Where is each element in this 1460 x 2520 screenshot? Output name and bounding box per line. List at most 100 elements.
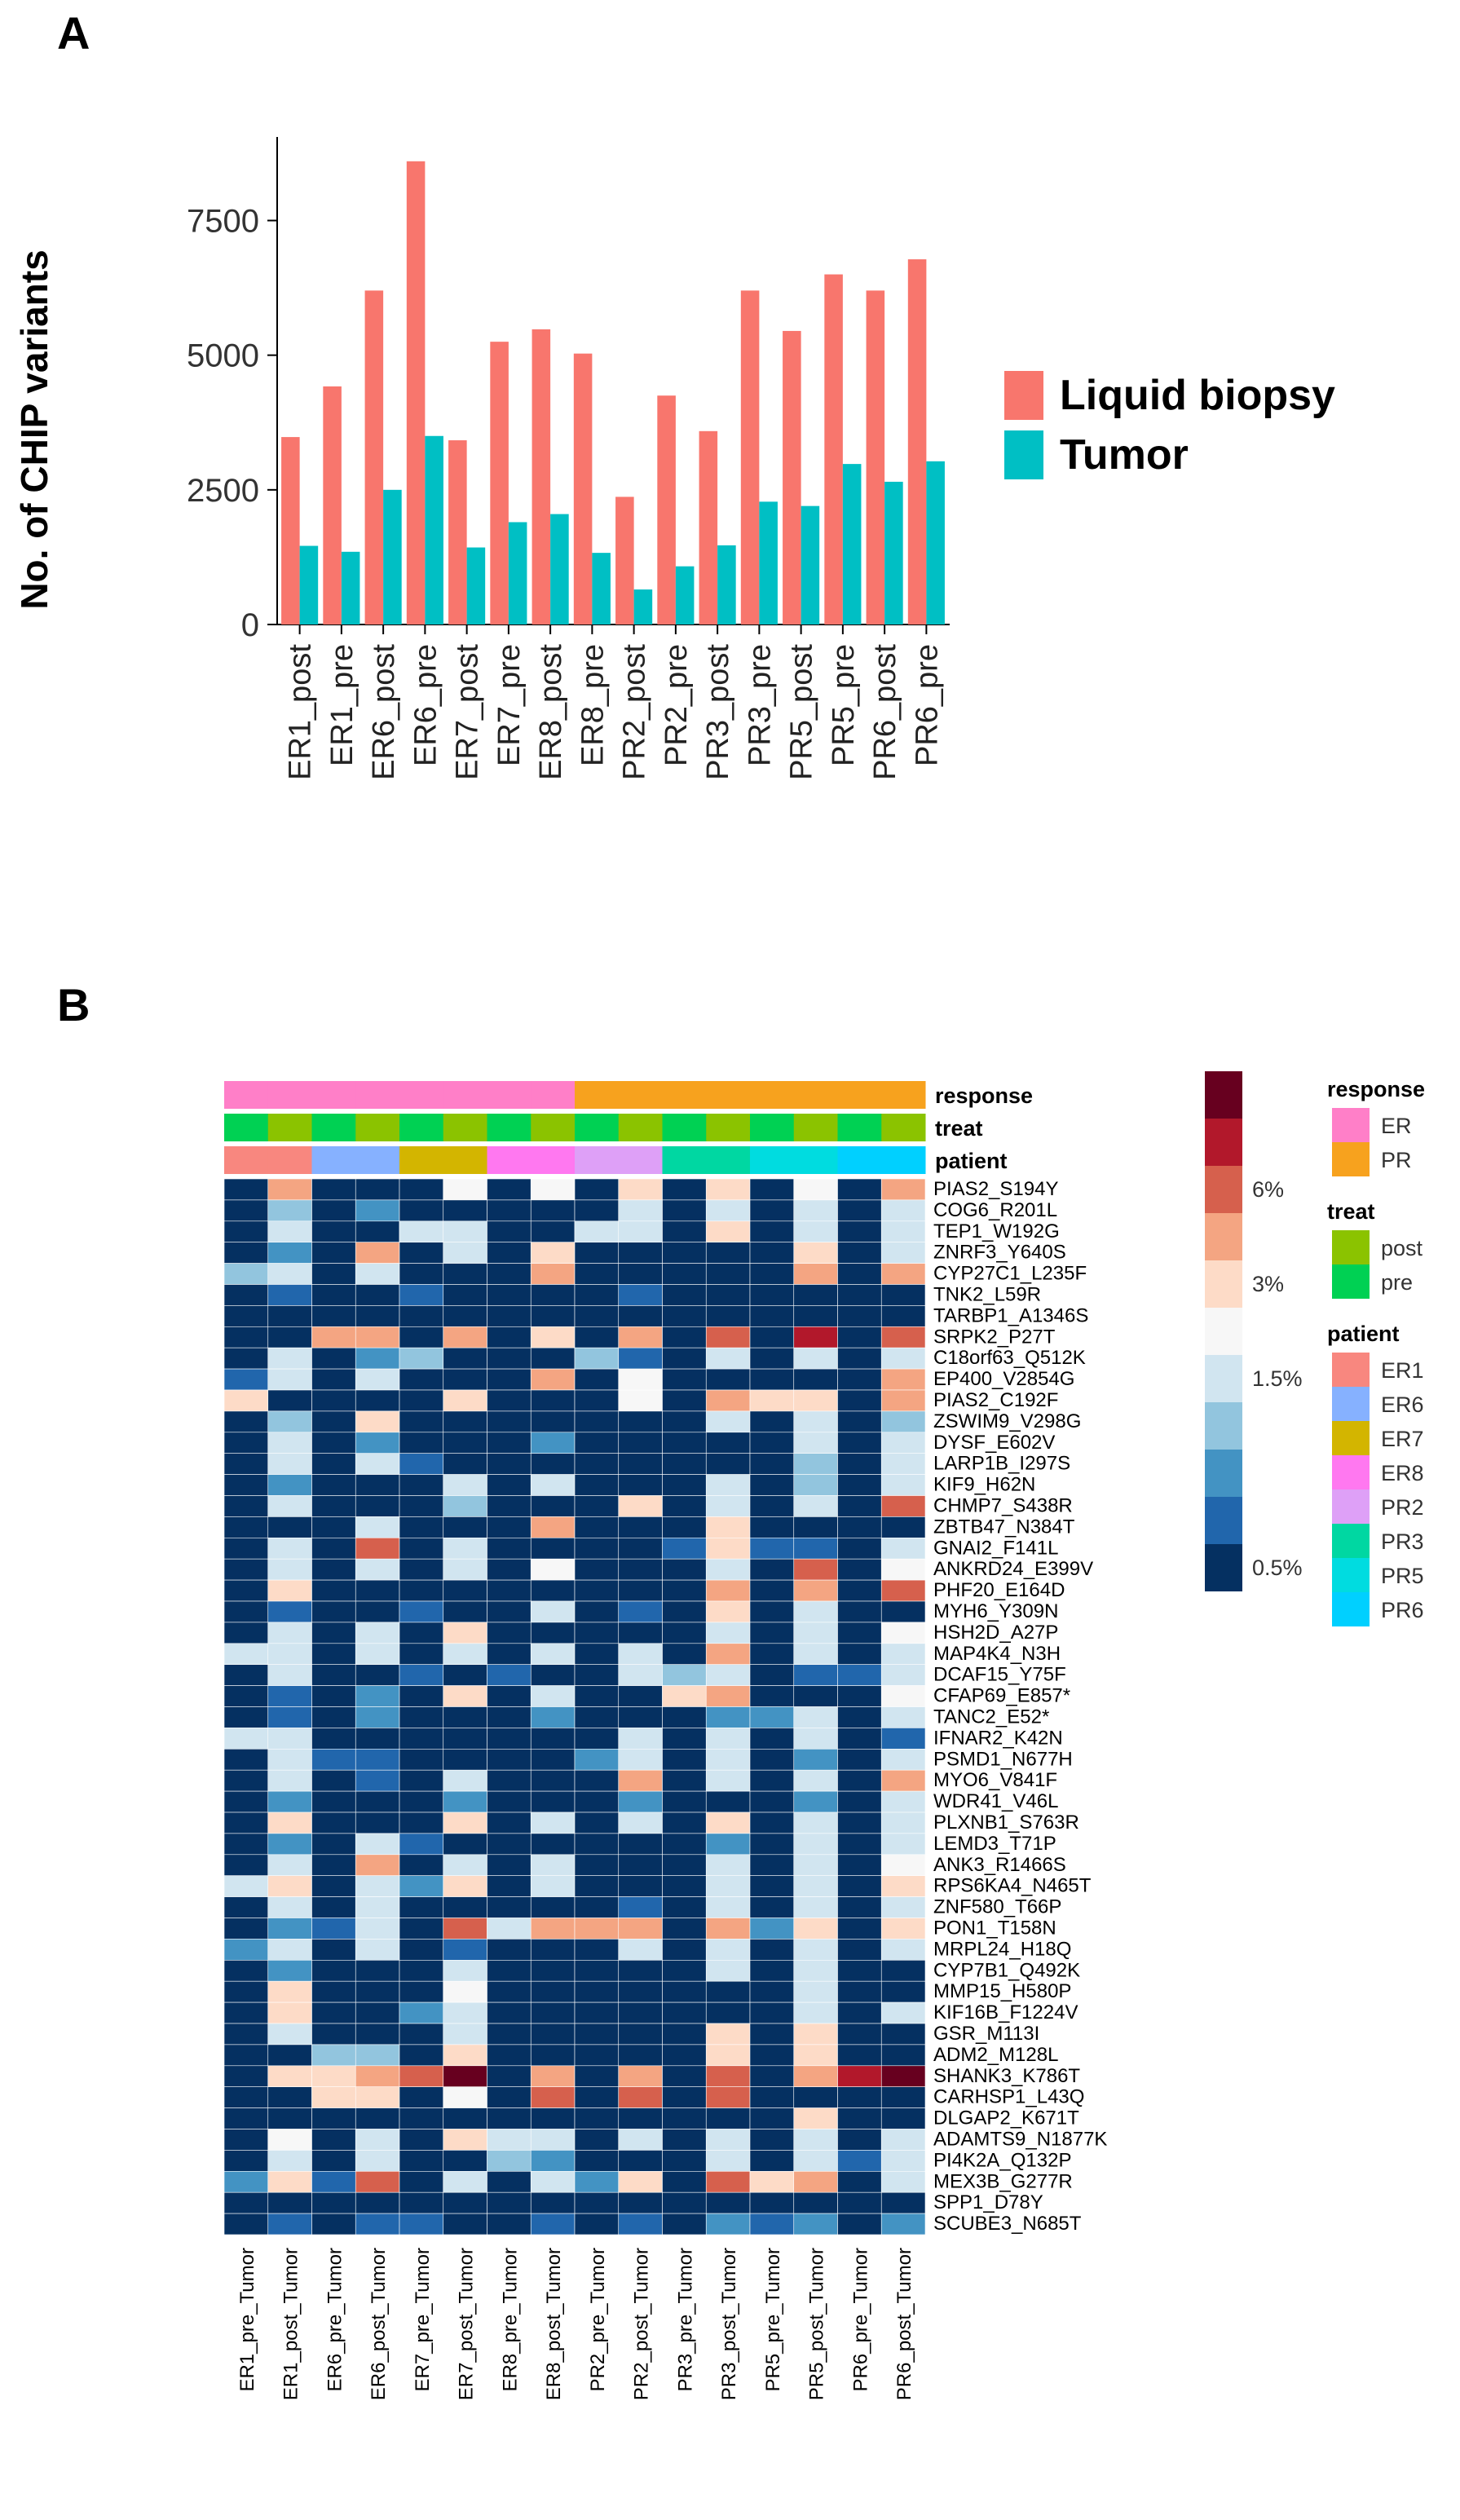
- heatmap-cell: [793, 1453, 838, 1475]
- heatmap-cell: [530, 1242, 576, 1264]
- heatmap-cell: [223, 1622, 269, 1644]
- bar-tumor-PR5_post: [801, 505, 820, 624]
- heatmap-cell: [618, 1769, 663, 1792]
- heatmap-cell: [355, 1664, 400, 1686]
- heatmap-cell: [662, 1980, 707, 2003]
- heatmap-cell: [880, 2213, 926, 2235]
- heatmap-cell: [880, 1685, 926, 1707]
- heatmap-cell: [574, 1749, 620, 1771]
- heatmap-cell: [487, 1749, 532, 1771]
- legend-swatch-er8: [1332, 1455, 1370, 1489]
- heatmap-cell: [793, 2001, 838, 2024]
- heatmap-cell: [662, 2150, 707, 2172]
- heatmap-cell: [793, 1368, 838, 1391]
- heatmap-cell: [487, 1854, 532, 1877]
- heatmap-cell: [618, 1432, 663, 1454]
- heatmap-cell: [443, 2150, 487, 2172]
- heatmap-cell: [880, 1960, 926, 1982]
- heatmap-cell: [837, 1875, 882, 1897]
- heatmap-cell: [880, 1643, 926, 1666]
- heatmap-cell: [837, 1432, 882, 1454]
- row-label: TANC2_E52*: [933, 1706, 1049, 1728]
- heatmap-cell: [355, 1939, 400, 1961]
- heatmap-cell: [530, 1854, 576, 1877]
- heatmap-cell: [530, 1875, 576, 1897]
- heatmap-cell: [267, 1664, 312, 1686]
- heatmap-cell: [487, 2086, 532, 2108]
- panel-a-y-ticks: 0 2500 5000 7500: [187, 203, 277, 643]
- heatmap-cell: [267, 1769, 312, 1792]
- heatmap-cell: [487, 1980, 532, 2003]
- heatmap-cell: [267, 1643, 312, 1666]
- heatmap-cell: [749, 2191, 795, 2214]
- row-label: LARP1B_I297S: [933, 1453, 1070, 1475]
- heatmap-cell: [662, 1516, 707, 1538]
- heatmap-cell: [880, 1432, 926, 1454]
- row-label: PIAS2_S194Y: [933, 1178, 1058, 1200]
- heatmap-cell: [399, 1178, 444, 1201]
- heatmap-cell: [749, 1728, 795, 1750]
- heatmap-cell: [574, 1305, 620, 1327]
- heatmap-cell: [355, 1643, 400, 1666]
- heatmap-cell: [618, 2001, 663, 2024]
- heatmap-cell: [223, 1812, 269, 1834]
- column-label: PR3_post_Tumor: [718, 2248, 740, 2400]
- heatmap-cell: [880, 1347, 926, 1370]
- heatmap-cell: [574, 1939, 620, 1961]
- heatmap-cell: [355, 1410, 400, 1433]
- heatmap-cell: [443, 1854, 487, 1877]
- heatmap-cell: [530, 1939, 576, 1961]
- row-label: MYH6_Y309N: [933, 1600, 1058, 1622]
- heatmap-cell: [749, 1305, 795, 1327]
- heatmap-cell: [705, 1749, 751, 1771]
- heatmap-cell: [355, 2107, 400, 2129]
- heatmap-cell: [530, 1284, 576, 1306]
- heatmap-cell: [311, 1305, 356, 1327]
- heatmap-cell: [311, 2107, 356, 2129]
- heatmap-cell: [399, 1474, 444, 1496]
- annotation-treat-cell: [837, 1114, 882, 1141]
- heatmap-cell: [355, 1474, 400, 1496]
- row-label: ZNRF3_Y640S: [933, 1242, 1066, 1264]
- bar-liquid-biopsy-PR3_pre: [740, 290, 760, 624]
- legend-swatch-er6: [1332, 1387, 1370, 1421]
- bar-liquid-biopsy-ER7_pre: [490, 342, 509, 624]
- heatmap-cell: [574, 1664, 620, 1686]
- heatmap-cell: [355, 1960, 400, 1982]
- heatmap-cell: [749, 1600, 795, 1623]
- heatmap-cell: [223, 2107, 269, 2129]
- heatmap-cell: [530, 1347, 576, 1370]
- heatmap-cell: [355, 1728, 400, 1750]
- heatmap-cell: [662, 1199, 707, 1222]
- heatmap-cell: [705, 1284, 751, 1306]
- heatmap-cell: [705, 1263, 751, 1285]
- heatmap-cell: [311, 1538, 356, 1560]
- legend-item-label: ER1: [1381, 1358, 1424, 1383]
- panel-a-bars: [281, 161, 945, 625]
- heatmap-cell: [574, 2213, 620, 2235]
- row-label: ADAMTS9_N1877K: [933, 2129, 1107, 2151]
- heatmap-cell: [618, 1326, 663, 1348]
- heatmap-cell: [399, 1199, 444, 1222]
- heatmap-cell: [443, 1812, 487, 1834]
- legend-swatch-pr2: [1332, 1489, 1370, 1524]
- bar-tumor-PR6_post: [884, 481, 903, 624]
- heatmap-cell: [880, 1368, 926, 1391]
- heatmap-cell: [355, 1326, 400, 1348]
- legend-swatch-er1: [1332, 1353, 1370, 1387]
- bar-liquid-biopsy-ER6_pre: [406, 161, 426, 625]
- heatmap-cell: [223, 1896, 269, 1918]
- heatmap-cell: [793, 1538, 838, 1560]
- x-tick-label: ER1_post: [284, 644, 318, 780]
- heatmap-cell: [530, 1220, 576, 1243]
- heatmap-cell: [530, 1790, 576, 1813]
- heatmap-cell: [530, 1178, 576, 1201]
- heatmap-cell: [662, 1368, 707, 1391]
- heatmap-cell: [793, 1875, 838, 1897]
- heatmap-cell: [355, 2129, 400, 2151]
- heatmap-cell: [267, 1875, 312, 1897]
- annotation-patient-cell: [531, 1146, 576, 1174]
- heatmap-cell: [530, 1326, 576, 1348]
- heatmap-cell: [399, 1453, 444, 1475]
- heatmap-cell: [443, 1410, 487, 1433]
